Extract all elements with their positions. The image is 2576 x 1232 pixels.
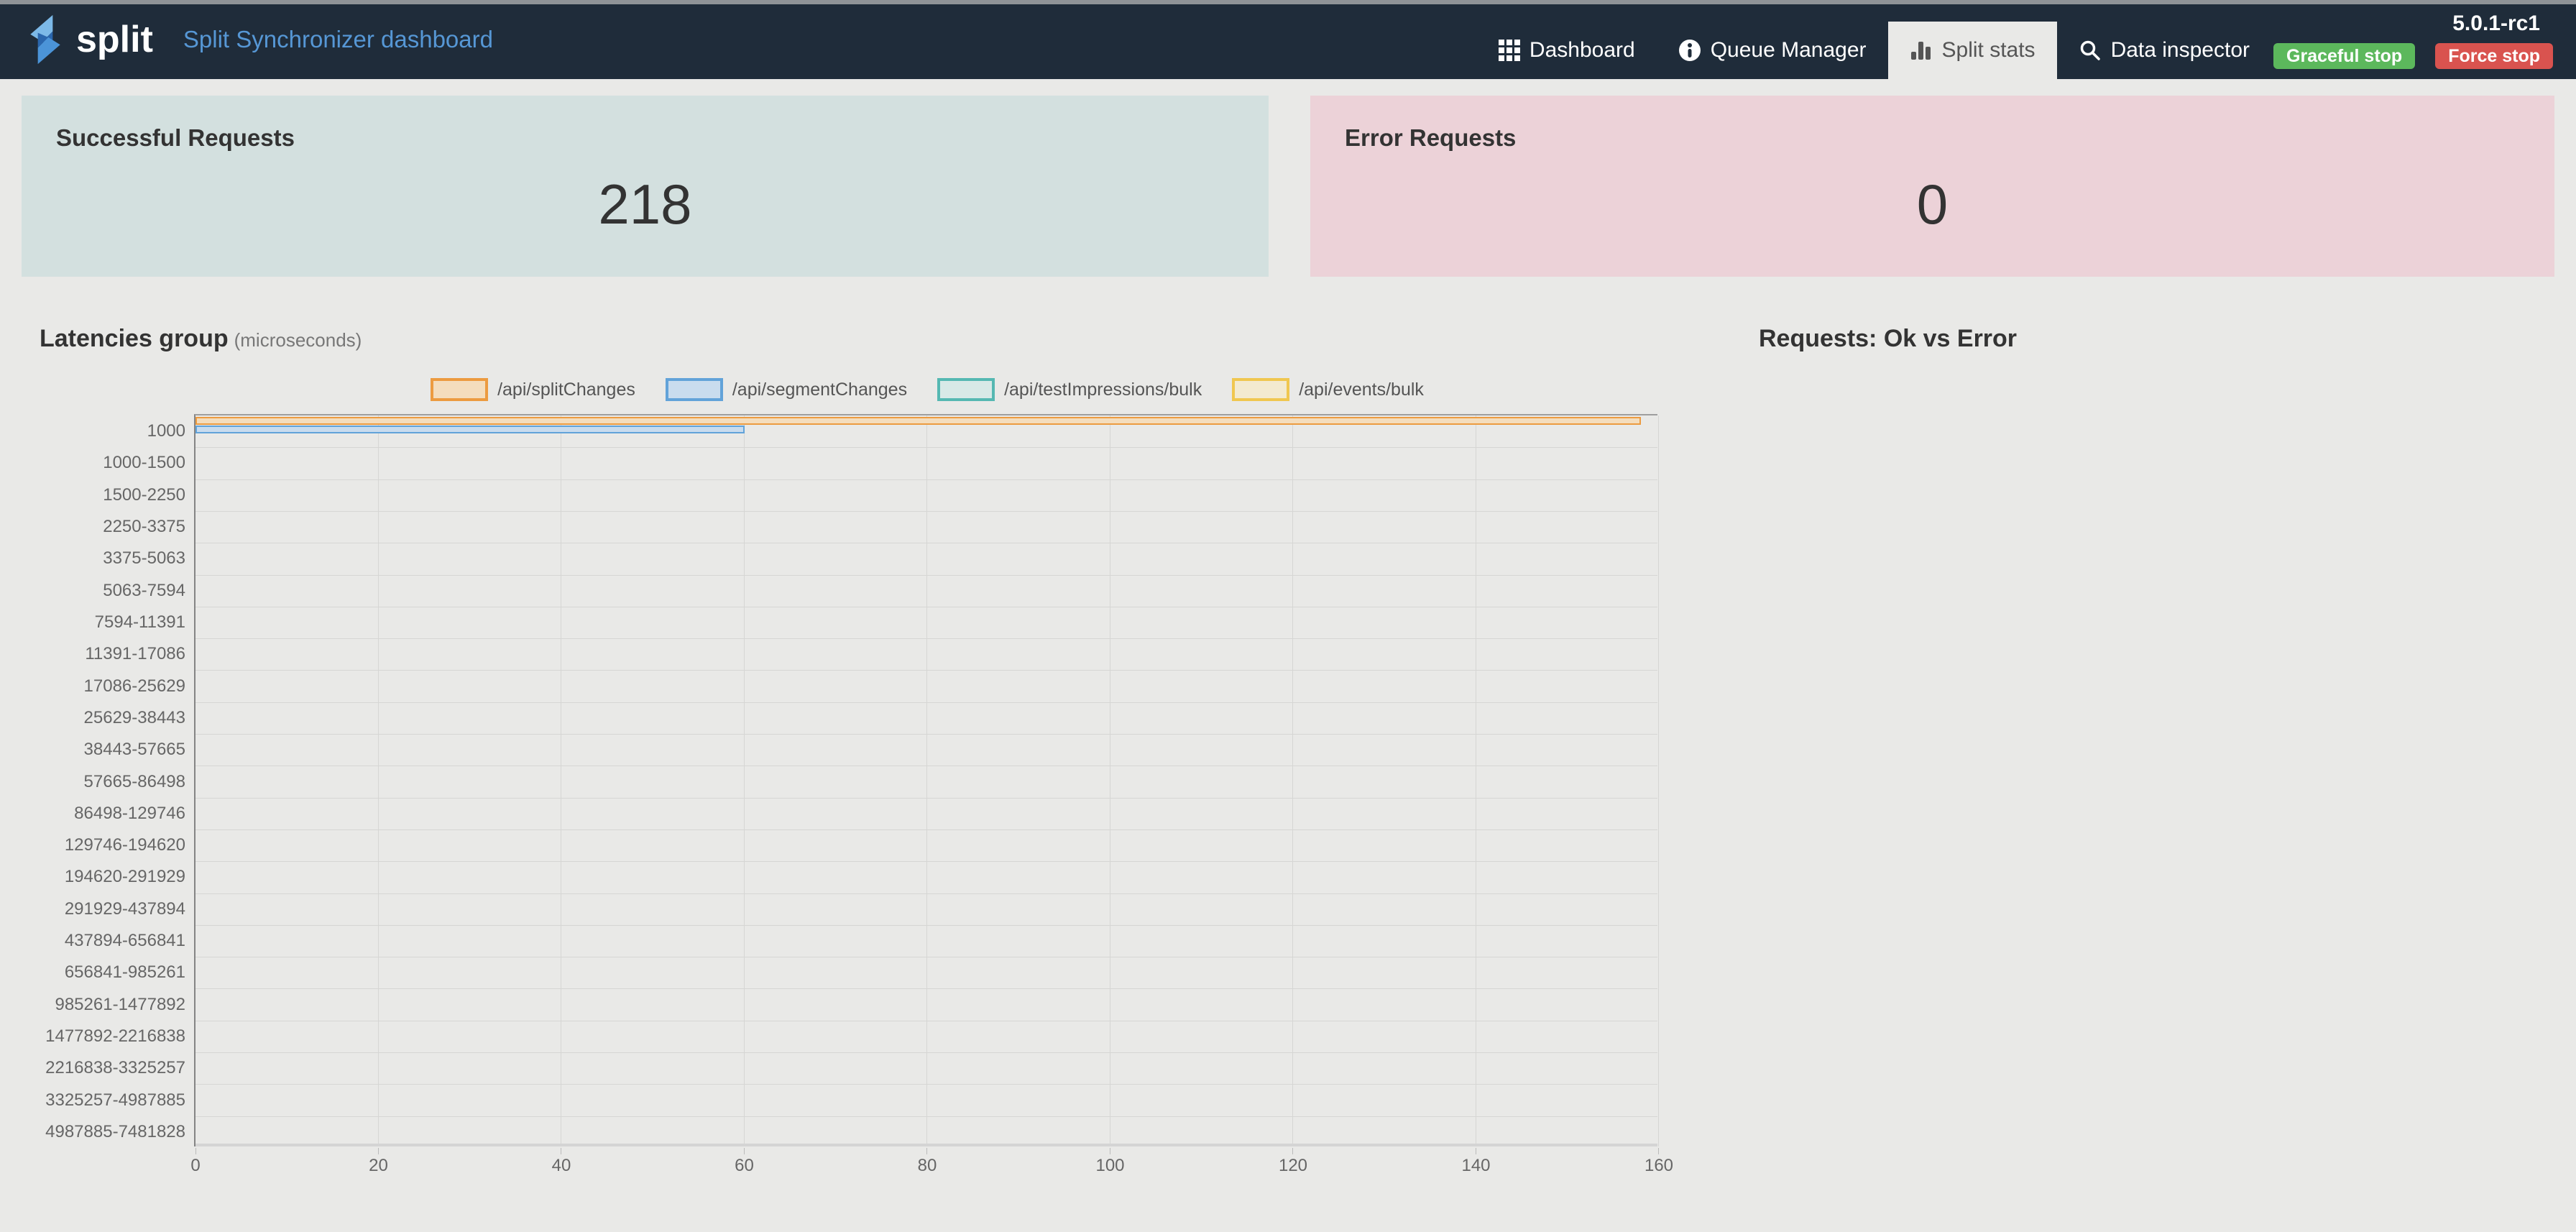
y-axis-label: 57665-86498 bbox=[83, 771, 185, 791]
y-axis-label: 5063-7594 bbox=[103, 580, 185, 600]
nav-item-dashboard[interactable]: Dashboard bbox=[1477, 22, 1657, 79]
legend-swatch bbox=[937, 378, 995, 401]
x-axis-label: 120 bbox=[1278, 1156, 1308, 1175]
latencies-title-units: (microseconds) bbox=[234, 329, 362, 351]
legend-label: /api/events/bulk bbox=[1299, 379, 1424, 400]
grid-icon bbox=[1498, 40, 1520, 61]
y-axis-label: 3325257-4987885 bbox=[45, 1090, 185, 1110]
x-gridline bbox=[1292, 415, 1293, 1146]
legend-item: /api/splitChanges bbox=[431, 378, 635, 401]
y-axis-label: 291929-437894 bbox=[64, 898, 185, 919]
x-axis-label: 160 bbox=[1644, 1156, 1674, 1175]
latency-bar bbox=[196, 417, 1641, 425]
search-icon bbox=[2079, 39, 2102, 62]
x-axis-label: 140 bbox=[1461, 1156, 1491, 1175]
x-axis-label: 60 bbox=[735, 1156, 754, 1175]
bar-chart-icon bbox=[1910, 40, 1933, 61]
legend-label: /api/segmentChanges bbox=[732, 379, 908, 400]
force-stop-button[interactable]: Force stop bbox=[2435, 43, 2553, 69]
y-axis-label: 437894-656841 bbox=[64, 931, 185, 951]
legend-swatch bbox=[665, 378, 723, 401]
x-axis-tick bbox=[377, 1148, 379, 1154]
legend-label: /api/testImpressions/bulk bbox=[1004, 379, 1202, 400]
legend-item: /api/testImpressions/bulk bbox=[937, 378, 1202, 401]
x-axis-label: 40 bbox=[551, 1156, 571, 1175]
brand[interactable]: split Split Synchronizer dashboard bbox=[24, 14, 493, 65]
nav-item-label: Dashboard bbox=[1529, 38, 1635, 62]
y-axis-label: 17086-25629 bbox=[83, 676, 185, 696]
x-axis-tick bbox=[1658, 1148, 1659, 1154]
brand-name: split bbox=[76, 19, 153, 60]
requests-chart-area bbox=[1759, 378, 2549, 1147]
legend-item: /api/events/bulk bbox=[1232, 378, 1424, 401]
page-title: Split Synchronizer dashboard bbox=[183, 26, 493, 52]
window-top-strip bbox=[0, 0, 2576, 4]
y-axis-label: 985261-1477892 bbox=[55, 994, 185, 1014]
latency-x-axis: 0 20 40 60 80 100 120 140 160 bbox=[190, 1156, 1673, 1180]
latencies-title-text: Latencies group bbox=[40, 325, 229, 352]
x-axis-tick bbox=[926, 1148, 927, 1154]
y-axis-label: 1000-1500 bbox=[103, 453, 185, 473]
latencies-section-title: Latencies group (microseconds) bbox=[40, 325, 362, 353]
y-axis-label: 656841-985261 bbox=[64, 962, 185, 983]
y-axis-label: 38443-57665 bbox=[83, 740, 185, 760]
x-axis-label: 20 bbox=[369, 1156, 388, 1175]
y-axis-label: 7594-11391 bbox=[94, 612, 185, 632]
nav-item-label: Data inspector bbox=[2110, 38, 2250, 62]
nav-menu: Dashboard Queue Manager bbox=[1477, 22, 2271, 79]
x-axis-label: 100 bbox=[1095, 1156, 1125, 1175]
x-axis-tick bbox=[1292, 1148, 1293, 1154]
requests-section-title: Requests: Ok vs Error bbox=[1759, 325, 2018, 352]
info-icon bbox=[1678, 39, 1701, 62]
successful-requests-title: Successful Requests bbox=[56, 124, 295, 151]
successful-requests-value: 218 bbox=[598, 173, 692, 236]
navbar: split Split Synchronizer dashboard Dashb… bbox=[0, 4, 2576, 79]
nav-right: 5.0.1-rc1 Graceful stop Force stop bbox=[2273, 12, 2553, 69]
legend-swatch bbox=[431, 378, 489, 401]
y-axis-label: 4987885-7481828 bbox=[45, 1121, 185, 1141]
nav-item-label: Split stats bbox=[1941, 38, 2036, 62]
y-axis-label: 1000 bbox=[147, 421, 185, 441]
legend-swatch bbox=[1232, 378, 1290, 401]
legend-item: /api/segmentChanges bbox=[665, 378, 908, 401]
latency-bar bbox=[196, 425, 745, 433]
x-axis-label: 0 bbox=[190, 1156, 201, 1175]
y-axis-label: 25629-38443 bbox=[83, 707, 185, 727]
error-requests-title: Error Requests bbox=[1345, 124, 1517, 151]
y-axis-label: 2250-3375 bbox=[103, 517, 185, 537]
latency-y-axis: 1000 1000-1500 1500-2250 2250-3375 3375-5063… bbox=[0, 415, 185, 1148]
graceful-stop-button[interactable]: Graceful stop bbox=[2273, 43, 2416, 69]
x-axis-tick bbox=[743, 1148, 745, 1154]
successful-requests-card: Successful Requests 218 bbox=[22, 96, 1269, 277]
x-axis-label: 80 bbox=[917, 1156, 937, 1175]
y-axis-label: 1477892-2216838 bbox=[45, 1026, 185, 1046]
legend-label: /api/splitChanges bbox=[497, 379, 635, 400]
x-gridline bbox=[1658, 415, 1659, 1146]
latency-plot bbox=[194, 414, 1659, 1154]
y-axis-label: 86498-129746 bbox=[74, 803, 185, 823]
y-axis-label: 194620-291929 bbox=[64, 867, 185, 887]
version-label: 5.0.1-rc1 bbox=[2452, 12, 2540, 35]
x-gridline bbox=[377, 415, 379, 1146]
error-requests-value: 0 bbox=[1916, 173, 1949, 236]
y-axis-label: 3375-5063 bbox=[103, 548, 185, 569]
y-axis-label: 129746-194620 bbox=[64, 835, 185, 855]
y-axis-label: 1500-2250 bbox=[103, 484, 185, 505]
x-gridline bbox=[926, 415, 927, 1146]
error-requests-card: Error Requests 0 bbox=[1310, 96, 2554, 277]
x-gridline bbox=[743, 415, 745, 1146]
y-axis-label: 2216838-3325257 bbox=[45, 1058, 185, 1078]
nav-item-data-inspector[interactable]: Data inspector bbox=[2057, 22, 2271, 79]
stop-buttons: Graceful stop Force stop bbox=[2273, 43, 2553, 69]
split-logo-icon bbox=[24, 14, 66, 65]
y-axis-label: 11391-17086 bbox=[85, 644, 185, 664]
nav-item-split-stats[interactable]: Split stats bbox=[1887, 22, 2057, 79]
chart-legend: /api/splitChanges/api/segmentChanges/api… bbox=[196, 378, 1659, 401]
nav-item-label: Queue Manager bbox=[1710, 38, 1867, 62]
nav-item-queue-manager[interactable]: Queue Manager bbox=[1657, 22, 1888, 79]
